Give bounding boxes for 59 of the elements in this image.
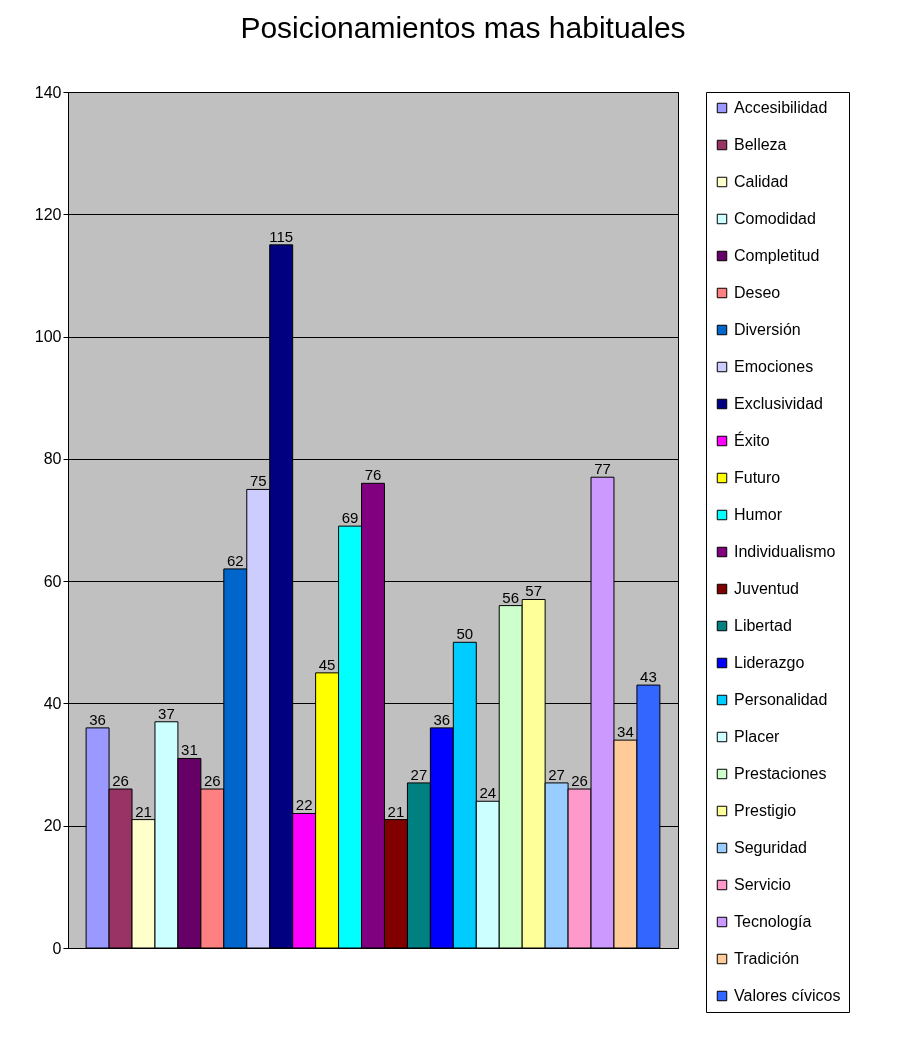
legend-label: Placer (734, 728, 781, 745)
legend-label: Juventud (734, 580, 799, 597)
data-label: 37 (158, 704, 175, 722)
legend-label: Comodidad (734, 210, 816, 227)
legend-label: Seguridad (734, 839, 807, 856)
legend-label: Exclusividad (734, 395, 823, 412)
legend-label: Personalidad (734, 691, 828, 708)
legend-label: Futuro (734, 469, 781, 486)
data-label: 45 (318, 655, 336, 673)
y-tick-label: 40 (43, 694, 62, 712)
data-label: 115 (269, 227, 294, 245)
data-label: 36 (433, 710, 451, 728)
data-label: 62 (226, 551, 244, 569)
legend-label: Tradición (734, 950, 800, 967)
data-label: 36 (89, 710, 106, 728)
legend-label: Prestigio (734, 802, 797, 819)
data-label: 76 (364, 466, 382, 484)
data-label: 56 (502, 588, 520, 606)
chart-title: Posicionamientos mas habituales (240, 11, 686, 44)
legend-label: Éxito (734, 431, 770, 449)
data-label: 22 (295, 796, 313, 814)
data-label: 26 (571, 772, 588, 790)
legend-label: Completitud (734, 247, 820, 264)
legend-label: Humor (734, 506, 783, 523)
legend-label: Valores cívicos (734, 987, 841, 1004)
y-tick-label: 20 (43, 817, 62, 835)
data-label: 43 (640, 668, 657, 686)
y-tick-label: 100 (34, 328, 62, 346)
legend-label: Deseo (734, 284, 781, 301)
y-tick-label: 120 (34, 205, 62, 223)
data-label: 77 (594, 460, 611, 478)
y-tick-label: 140 (34, 83, 62, 101)
legend-label: Accesibilidad (734, 99, 828, 116)
y-tick-label: 80 (43, 450, 62, 468)
data-label: 75 (249, 472, 267, 490)
legend-label: Calidad (734, 173, 789, 190)
data-label: 27 (410, 765, 428, 783)
data-label: 57 (525, 582, 542, 600)
legend-label: Individualismo (734, 543, 836, 560)
legend-label: Diversión (734, 321, 801, 338)
y-tick-label: 60 (43, 572, 62, 590)
data-label: 26 (112, 772, 129, 790)
data-label: 34 (617, 723, 634, 741)
legend-label: Belleza (734, 136, 787, 153)
data-label: 21 (135, 802, 152, 820)
data-label: 50 (456, 625, 474, 643)
legend-label: Emociones (734, 358, 814, 375)
data-label: 31 (181, 741, 198, 759)
data-label: 69 (341, 509, 359, 527)
data-label: 24 (479, 784, 497, 802)
legend-label: Prestaciones (734, 765, 827, 782)
legend-label: Servicio (734, 876, 792, 893)
legend-label: Tecnología (734, 913, 812, 930)
y-tick-label: 0 (52, 939, 62, 957)
legend-label: Liderazgo (734, 654, 805, 671)
data-label: 26 (204, 772, 221, 790)
data-label: 27 (548, 765, 565, 783)
data-label: 21 (387, 802, 405, 820)
legend-label: Libertad (734, 617, 792, 634)
